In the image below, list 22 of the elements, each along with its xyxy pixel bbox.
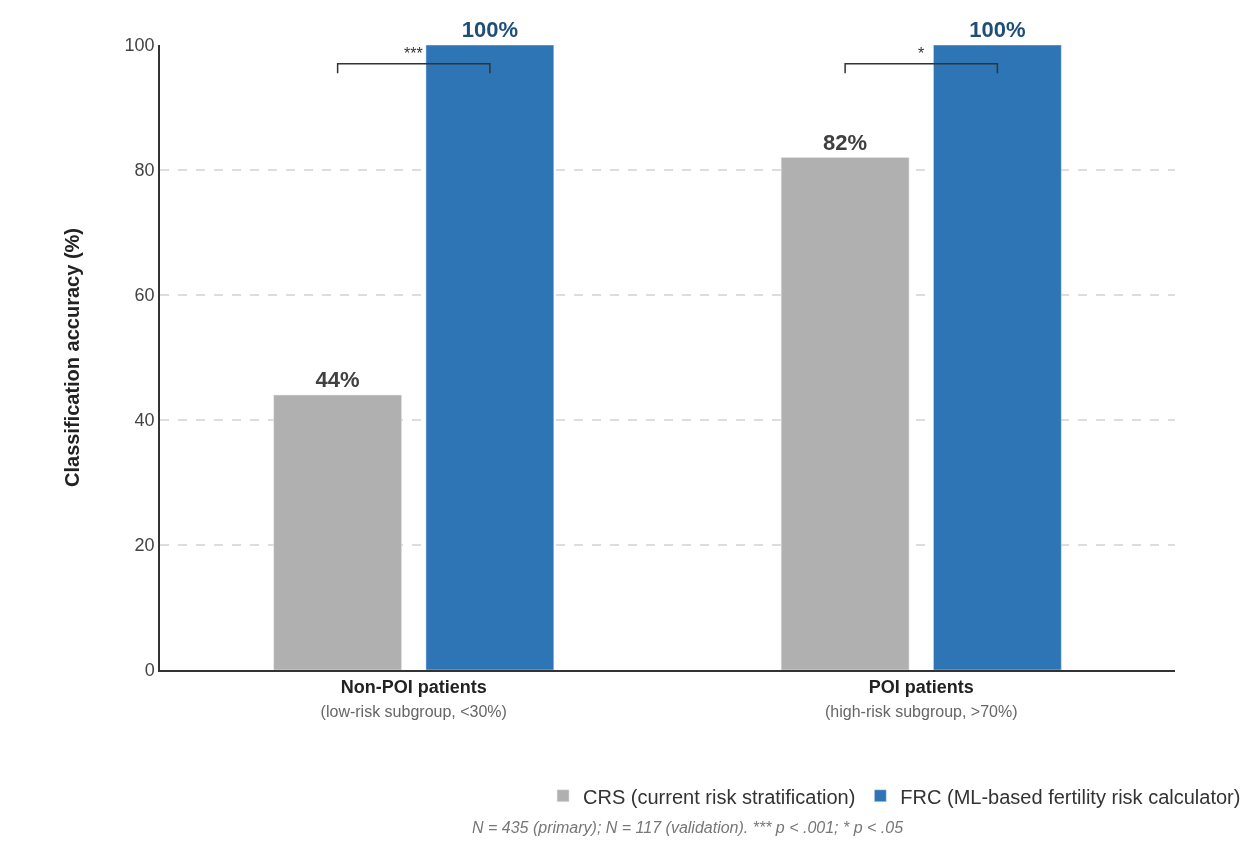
data-label: 44%	[315, 367, 360, 392]
data-label: 100%	[461, 17, 519, 42]
x-tick-label: POI patients (high-risk subgroup, >70%)	[824, 677, 1018, 720]
legend-label: CRS (current risk stratification)	[583, 785, 856, 808]
data-label: 100%	[969, 17, 1026, 42]
bar	[273, 394, 402, 670]
bar	[425, 45, 555, 670]
annotation: *	[918, 45, 925, 62]
y-tick-label: 20	[134, 535, 155, 556]
bar	[780, 157, 910, 670]
x-tick-label: Non-POI patients (low-risk subgroup, <30%)	[320, 677, 507, 720]
bar	[933, 45, 1062, 670]
y-tick-label: 0	[144, 660, 155, 681]
y-tick-label: 100	[124, 35, 155, 56]
legend-label: FRC (ML-based fertility risk calculator)	[900, 785, 1241, 808]
annotation: ***	[404, 45, 423, 62]
y-tick-label: 40	[134, 410, 155, 431]
y-tick-label: 80	[134, 160, 155, 181]
text: N = 435 (primary); N = 117 (validation). *** p < .001; * p < .05	[472, 819, 904, 836]
y-axis-title: Classification accuracy (%)	[60, 228, 83, 487]
data-label: 82%	[823, 129, 868, 155]
y-tick-label: 60	[134, 285, 155, 306]
